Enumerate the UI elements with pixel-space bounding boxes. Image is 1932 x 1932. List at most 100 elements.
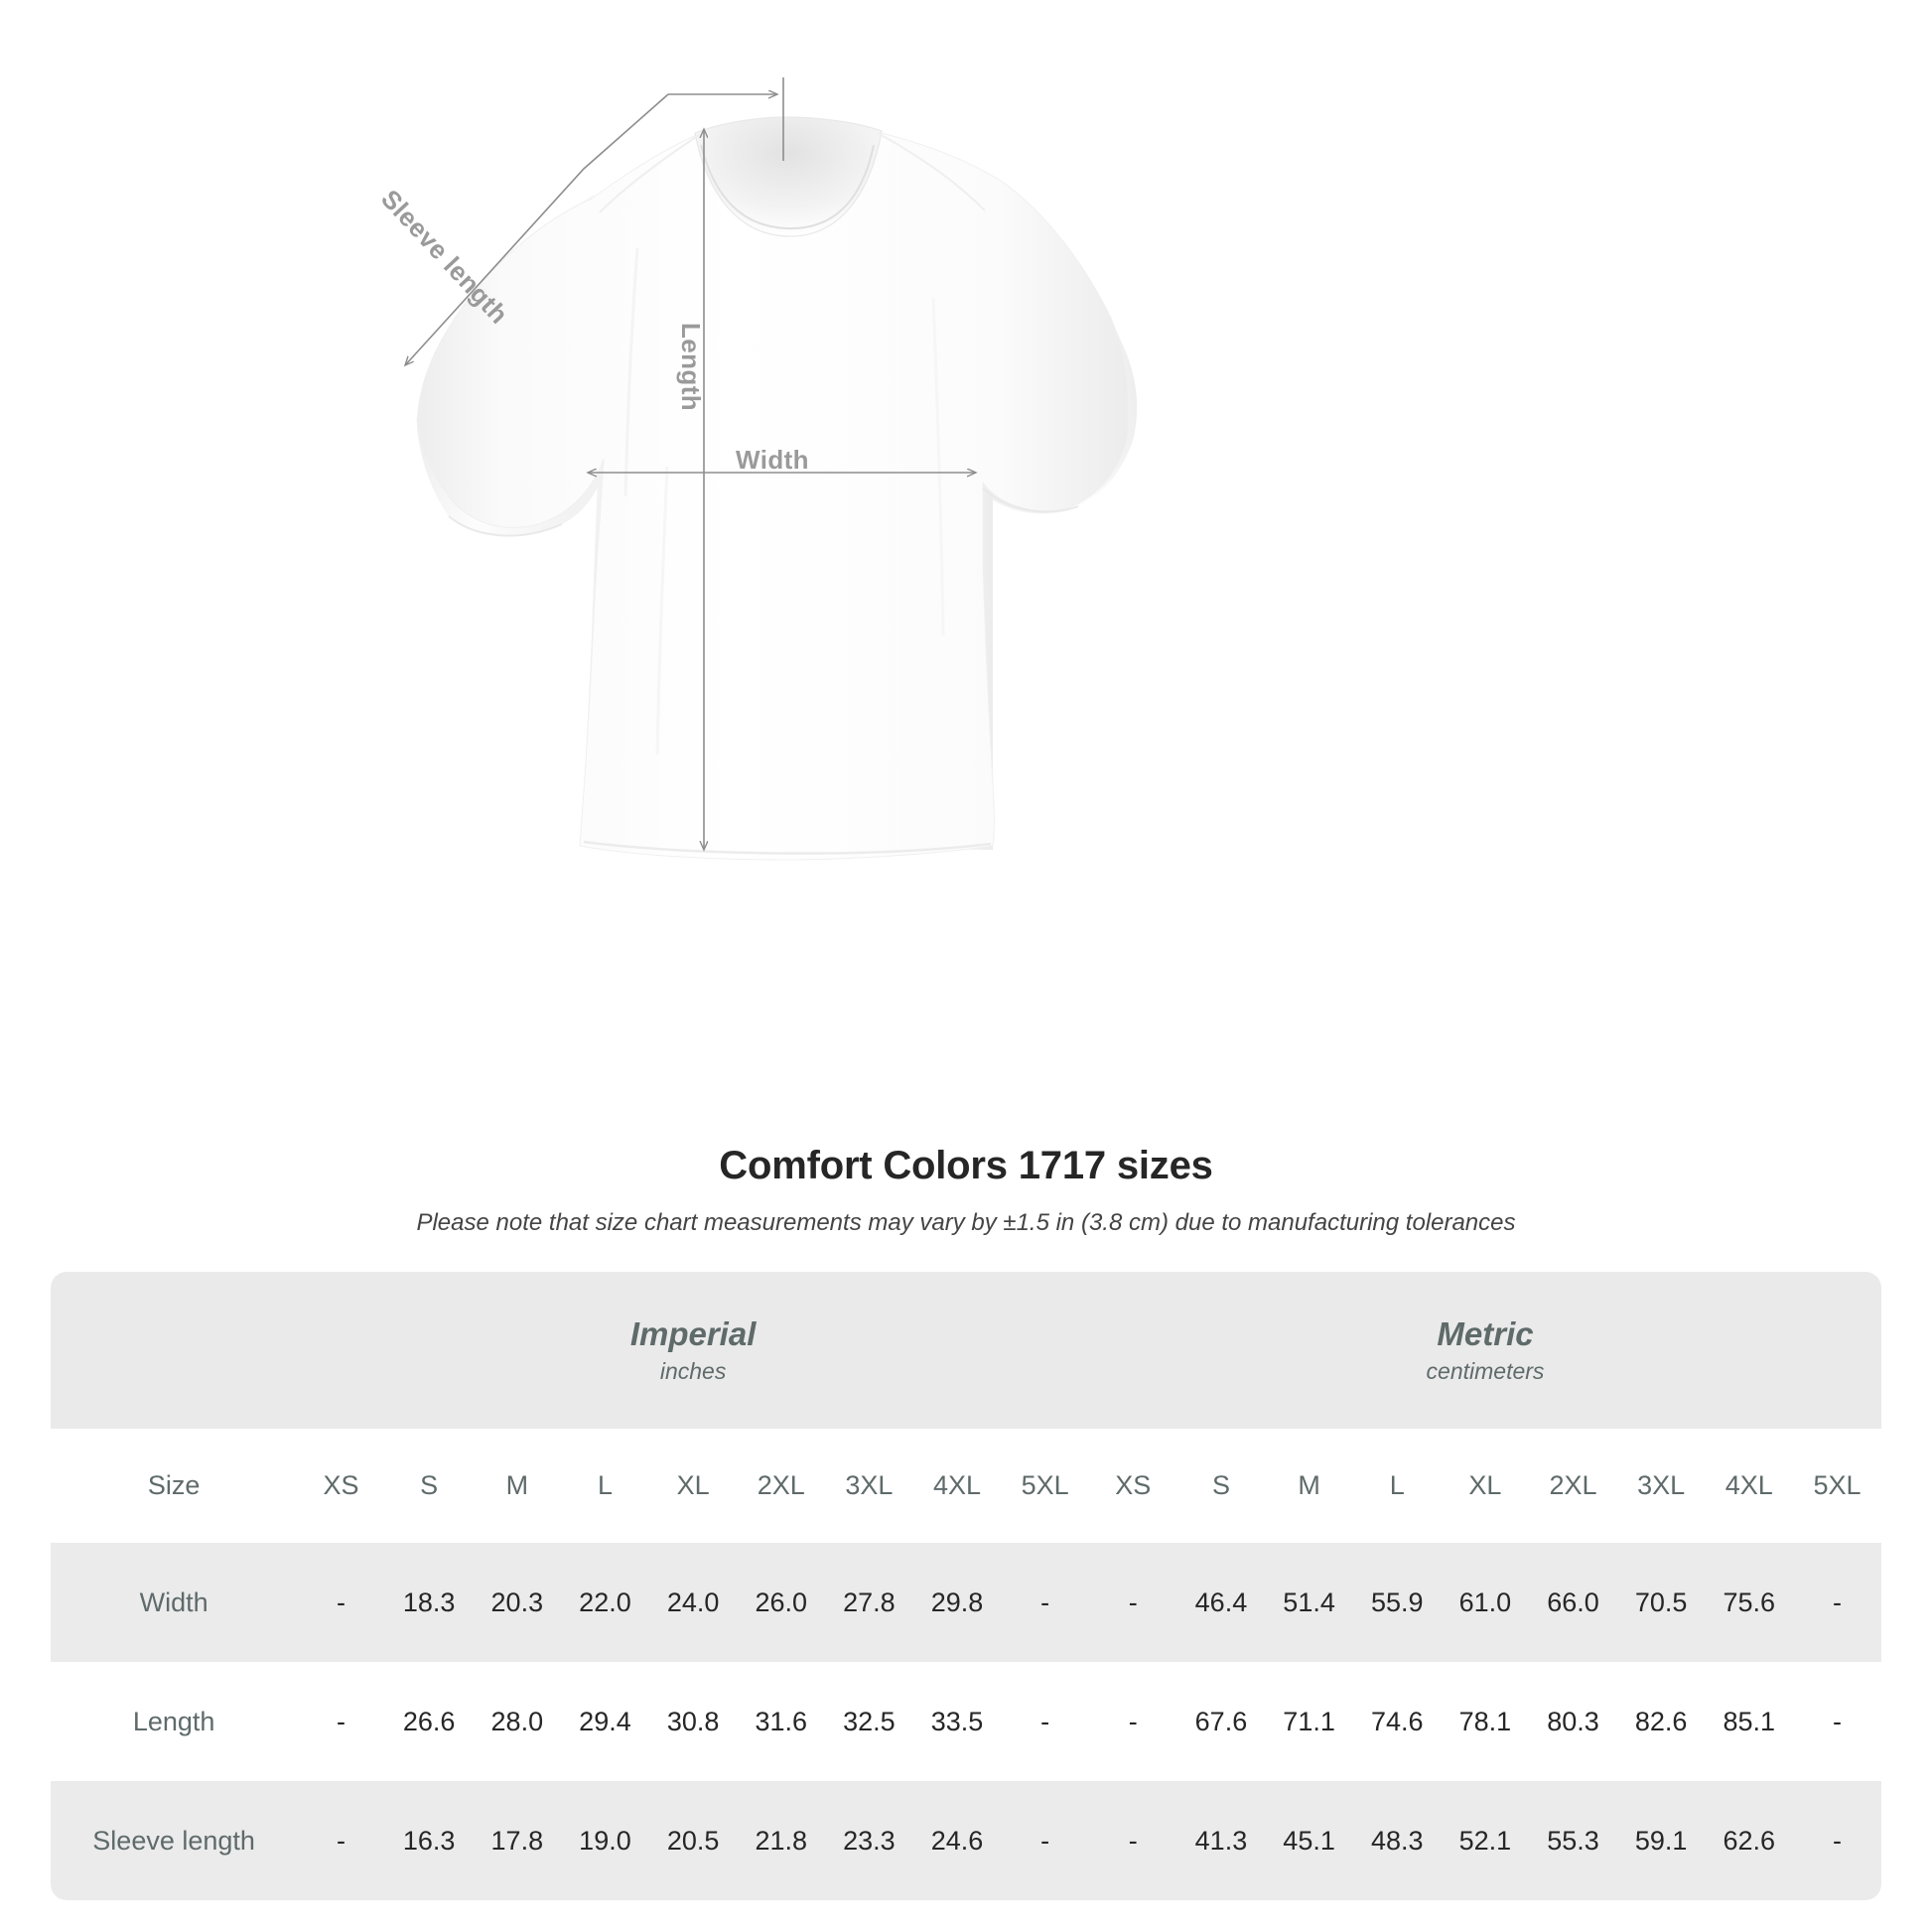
cell-imperial-4xl: 24.6 <box>912 1781 1002 1900</box>
size-table-container: Imperial inches Metric centimeters Size XS S M L… <box>51 1272 1881 1900</box>
size-header-imperial-5xl: 5XL <box>1001 1429 1089 1543</box>
cell-imperial-s: 18.3 <box>384 1543 474 1662</box>
caption-block: Comfort Colors 1717 sizes Please note th… <box>0 1142 1932 1238</box>
width-label: Width <box>736 445 809 475</box>
cell-metric-4xl: 85.1 <box>1705 1662 1794 1781</box>
tshirt-shape <box>416 116 1138 861</box>
cell-metric-s: 46.4 <box>1176 1543 1266 1662</box>
table-row: Width -18.3 20.3 22.0 24.0 26.0 27.8 29.8- -46.4… <box>51 1543 1881 1662</box>
size-chart-table: Imperial inches Metric centimeters Size XS S M L… <box>51 1272 1881 1900</box>
size-header-imperial-m: M <box>473 1429 562 1543</box>
cell-metric-m: 51.4 <box>1265 1543 1353 1662</box>
cell-imperial-xl: 20.5 <box>648 1781 738 1900</box>
size-header-metric-xs: XS <box>1088 1429 1177 1543</box>
cell-metric-2xl: 55.3 <box>1529 1781 1617 1900</box>
size-header-metric-4xl: 4XL <box>1705 1429 1794 1543</box>
cell-metric-3xl: 70.5 <box>1616 1543 1706 1662</box>
table-row: Sleeve length -16.3 17.8 19.0 20.5 21.8 23.3 24… <box>51 1781 1881 1900</box>
size-header-metric-5xl: 5XL <box>1793 1429 1881 1543</box>
cell-metric-xs: - <box>1088 1543 1177 1662</box>
cell-metric-2xl: 80.3 <box>1529 1662 1617 1781</box>
cell-imperial-m: 17.8 <box>473 1781 562 1900</box>
unit-group-name: Metric <box>1437 1314 1534 1352</box>
size-header-metric-xl: XL <box>1441 1429 1530 1543</box>
cell-imperial-l: 22.0 <box>561 1543 649 1662</box>
size-header-metric-l: L <box>1352 1429 1442 1543</box>
unit-group-header-imperial: Imperial inches <box>297 1272 1089 1429</box>
cell-metric-xl: 61.0 <box>1441 1543 1530 1662</box>
size-column-header: Size <box>51 1429 298 1543</box>
size-header-metric-2xl: 2XL <box>1529 1429 1617 1543</box>
cell-imperial-2xl: 26.0 <box>737 1543 826 1662</box>
cell-imperial-5xl: - <box>1001 1781 1089 1900</box>
cell-imperial-5xl: - <box>1001 1543 1089 1662</box>
size-header-metric-3xl: 3XL <box>1616 1429 1706 1543</box>
table-size-header-row: Size XS S M L XL 2XL 3XL 4XL 5XL XS S M L XL 2XL 3XL 4XL 5… <box>51 1429 1881 1543</box>
cell-metric-2xl: 66.0 <box>1529 1543 1617 1662</box>
cell-metric-l: 48.3 <box>1352 1781 1442 1900</box>
cell-imperial-5xl: - <box>1001 1662 1089 1781</box>
cell-metric-5xl: - <box>1793 1662 1881 1781</box>
sleeve-length-arrow <box>405 93 669 365</box>
cell-metric-3xl: 82.6 <box>1616 1662 1706 1781</box>
size-header-imperial-xs: XS <box>297 1429 385 1543</box>
cell-metric-xl: 52.1 <box>1441 1781 1530 1900</box>
cell-metric-xs: - <box>1088 1662 1177 1781</box>
cell-imperial-3xl: 27.8 <box>825 1543 913 1662</box>
cell-metric-l: 74.6 <box>1352 1662 1442 1781</box>
cell-metric-3xl: 59.1 <box>1616 1781 1706 1900</box>
row-header-width: Width <box>51 1543 298 1662</box>
cell-metric-4xl: 75.6 <box>1705 1543 1794 1662</box>
cell-metric-xs: - <box>1088 1781 1177 1900</box>
cell-imperial-s: 26.6 <box>384 1662 474 1781</box>
tolerance-note: Please note that size chart measurements… <box>416 1209 1516 1236</box>
cell-imperial-4xl: 33.5 <box>912 1662 1002 1781</box>
tshirt-illustration-svg <box>0 77 1138 861</box>
row-header-length: Length <box>51 1662 298 1781</box>
unit-group-header-metric: Metric centimeters <box>1088 1272 1881 1429</box>
size-header-imperial-4xl: 4XL <box>912 1429 1002 1543</box>
cell-imperial-xl: 30.8 <box>648 1662 738 1781</box>
cell-imperial-2xl: 21.8 <box>737 1781 826 1900</box>
unit-group-unit: centimeters <box>1426 1358 1545 1385</box>
cell-imperial-2xl: 31.6 <box>737 1662 826 1781</box>
size-header-metric-s: S <box>1176 1429 1266 1543</box>
cell-metric-5xl: - <box>1793 1543 1881 1662</box>
length-label: Length <box>676 323 706 412</box>
table-corner-cell <box>51 1272 298 1429</box>
cell-metric-s: 67.6 <box>1176 1662 1266 1781</box>
cell-metric-xl: 78.1 <box>1441 1662 1530 1781</box>
table-row: Length -26.6 28.0 29.4 30.8 31.6 32.5 33.5- -67.… <box>51 1662 1881 1781</box>
cell-imperial-l: 19.0 <box>561 1781 649 1900</box>
cell-imperial-s: 16.3 <box>384 1781 474 1900</box>
tshirt-diagram: Sleeve length Length Width <box>0 77 1138 861</box>
size-header-imperial-l: L <box>561 1429 649 1543</box>
size-header-imperial-2xl: 2XL <box>737 1429 826 1543</box>
cell-imperial-3xl: 23.3 <box>825 1781 913 1900</box>
table-group-header-row: Imperial inches Metric centimeters <box>51 1272 1881 1429</box>
cell-metric-s: 41.3 <box>1176 1781 1266 1900</box>
page-title: Comfort Colors 1717 sizes <box>719 1144 1213 1187</box>
size-header-metric-m: M <box>1265 1429 1353 1543</box>
cell-imperial-4xl: 29.8 <box>912 1543 1002 1662</box>
cell-imperial-m: 20.3 <box>473 1543 562 1662</box>
row-header-sleeve-length: Sleeve length <box>51 1781 298 1900</box>
size-header-imperial-3xl: 3XL <box>825 1429 913 1543</box>
cell-imperial-m: 28.0 <box>473 1662 562 1781</box>
cell-metric-m: 71.1 <box>1265 1662 1353 1781</box>
cell-imperial-xl: 24.0 <box>648 1543 738 1662</box>
cell-imperial-l: 29.4 <box>561 1662 649 1781</box>
cell-metric-4xl: 62.6 <box>1705 1781 1794 1900</box>
unit-group-unit: inches <box>659 1358 727 1385</box>
cell-metric-m: 45.1 <box>1265 1781 1353 1900</box>
measurement-lines <box>405 77 976 850</box>
cell-imperial-3xl: 32.5 <box>825 1662 913 1781</box>
unit-group-name: Imperial <box>629 1314 757 1352</box>
cell-metric-l: 55.9 <box>1352 1543 1442 1662</box>
cell-imperial-xs: - <box>297 1662 385 1781</box>
size-header-imperial-xl: XL <box>648 1429 738 1543</box>
cell-imperial-xs: - <box>297 1781 385 1900</box>
cell-metric-5xl: - <box>1793 1781 1881 1900</box>
cell-imperial-xs: - <box>297 1543 385 1662</box>
